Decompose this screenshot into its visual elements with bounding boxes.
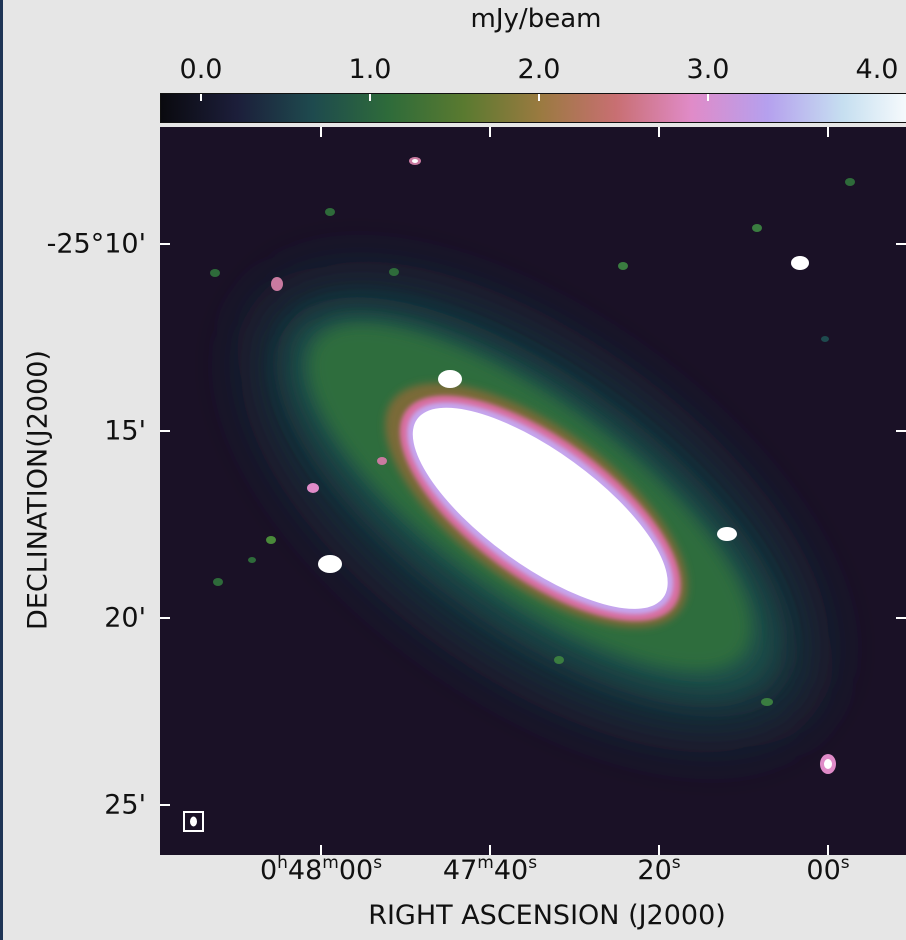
faint-source: [307, 483, 319, 493]
faint-source: [845, 178, 855, 186]
x-tick-label: 00s: [806, 853, 850, 886]
faint-source: [618, 262, 628, 270]
faint-source-core: [412, 159, 418, 163]
faint-source: [377, 457, 387, 465]
faint-source: [752, 224, 762, 232]
beam-ellipse: [190, 816, 197, 827]
y-axis-title: DECLINATION(J2000): [22, 350, 54, 630]
faint-source: [271, 277, 283, 291]
x-tick-label: 47m40s: [442, 853, 538, 886]
colorbar-tick-label: 1.0: [348, 54, 392, 85]
bright-source: [717, 527, 737, 541]
x-tick-label: 20s: [637, 853, 681, 886]
faint-source: [213, 578, 223, 586]
x-tick-sup: s: [671, 853, 681, 873]
colorbar-tick-label: 4.0: [855, 54, 899, 85]
y-tick-label: 25': [104, 789, 146, 821]
point-sources: [318, 256, 809, 573]
bright-core: [412, 407, 668, 609]
window-frame-edge: [0, 0, 3, 940]
colorbar-tick: [538, 94, 540, 101]
faint-source: [389, 268, 399, 276]
x-tick-tail: 00: [338, 855, 374, 886]
bright-source: [791, 256, 809, 270]
x-tick-label: 0h48m00s: [259, 853, 383, 886]
faint-source: [210, 269, 220, 277]
beam-marker: [183, 811, 204, 832]
galaxy-emission: [253, 278, 817, 736]
x-tick-mid: 40: [493, 855, 529, 886]
x-tick-sup: s: [373, 853, 383, 873]
colorbar: [160, 93, 906, 123]
colorbar-title: mJy/beam: [470, 4, 602, 34]
x-tick-mid: 48: [287, 855, 323, 886]
x-tick-sup: h: [277, 853, 288, 873]
beam-box: [183, 811, 204, 832]
galaxy-map: [160, 127, 906, 855]
x-tick-sup: s: [528, 853, 538, 873]
faint-source: [821, 336, 829, 342]
y-tick-label: 20': [104, 602, 146, 634]
x-axis-title: RIGHT ASCENSION (J2000): [368, 900, 726, 931]
colorbar-tick: [200, 94, 202, 101]
x-tick-sup: s: [840, 853, 850, 873]
faint-source-core: [824, 759, 832, 769]
radio-continuum-image: [160, 127, 906, 855]
faint-source: [325, 208, 335, 216]
bright-source: [318, 555, 342, 573]
x-tick-sup: m: [477, 853, 494, 873]
colorbar-tick: [707, 94, 709, 101]
x-tick-main: 00: [806, 855, 841, 886]
y-tick-label: 15': [104, 415, 146, 447]
faint-source: [761, 698, 773, 706]
x-tick-main: 20: [637, 855, 672, 886]
faint-source: [248, 557, 256, 563]
colorbar-tick-label: 3.0: [686, 54, 730, 85]
faint-sources: [210, 157, 855, 774]
x-tick-sup: m: [322, 853, 339, 873]
colorbar-tick-label: 2.0: [517, 54, 561, 85]
x-tick-main: 47: [442, 855, 478, 886]
image-ticks: [160, 127, 906, 855]
bright-source: [438, 370, 462, 388]
colorbar-tick: [369, 94, 371, 101]
x-tick-main: 0: [259, 855, 278, 886]
faint-source: [554, 656, 564, 664]
colorbar-tick-label: 0.0: [179, 54, 223, 85]
faint-source: [266, 536, 276, 544]
y-tick-label: -25°10': [46, 228, 146, 260]
